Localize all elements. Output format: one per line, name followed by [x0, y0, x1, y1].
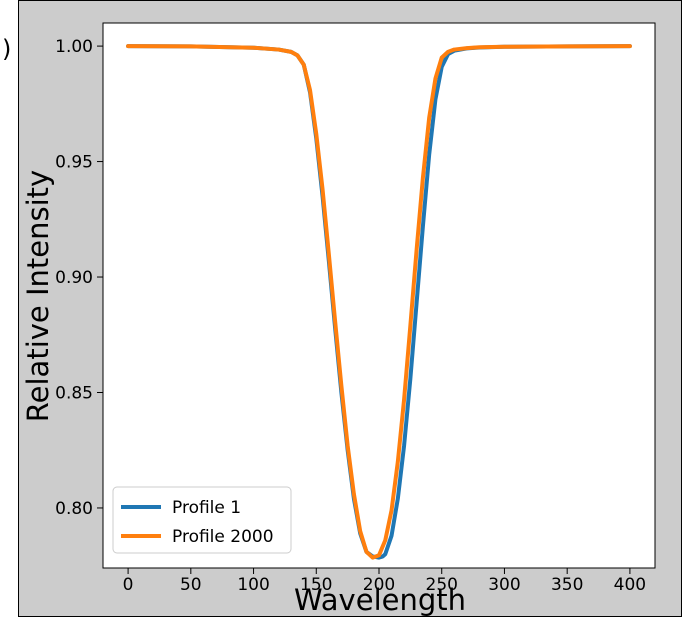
plot-area: [102, 22, 656, 569]
x-tick-label: 350: [551, 575, 583, 595]
y-axis: 0.80 0.85 0.90 0.95 1.00: [55, 37, 103, 519]
x-tick-label: 150: [300, 575, 332, 595]
y-tick-label: 0.85: [55, 383, 93, 403]
x-tick-label: 300: [488, 575, 520, 595]
figure-label-fragment: ): [2, 35, 11, 63]
y-tick-label: 1.00: [55, 37, 93, 57]
legend-label-profile-1: Profile 1: [172, 498, 241, 518]
y-tick-label: 0.80: [55, 499, 93, 519]
legend: Profile 1 Profile 2000: [112, 486, 292, 554]
series-line-profile-2000: [126, 44, 632, 560]
x-tick-label: 250: [426, 575, 458, 595]
x-tick-label: 400: [614, 575, 646, 595]
x-axis: 0 50 100 150 200 250 300 350 400: [123, 568, 646, 595]
x-tick-label: 200: [363, 575, 395, 595]
legend-label-profile-2000: Profile 2000: [172, 527, 274, 547]
x-tick-label: 50: [180, 575, 202, 595]
y-tick-label: 0.95: [55, 153, 93, 173]
y-axis-title: Relative Intensity: [21, 170, 55, 422]
x-tick-label: 0: [123, 575, 134, 595]
series-layer: [126, 44, 632, 560]
y-tick-label: 0.90: [55, 268, 93, 288]
x-axis-title: Wavelength: [294, 583, 466, 617]
x-tick-label: 100: [237, 575, 269, 595]
